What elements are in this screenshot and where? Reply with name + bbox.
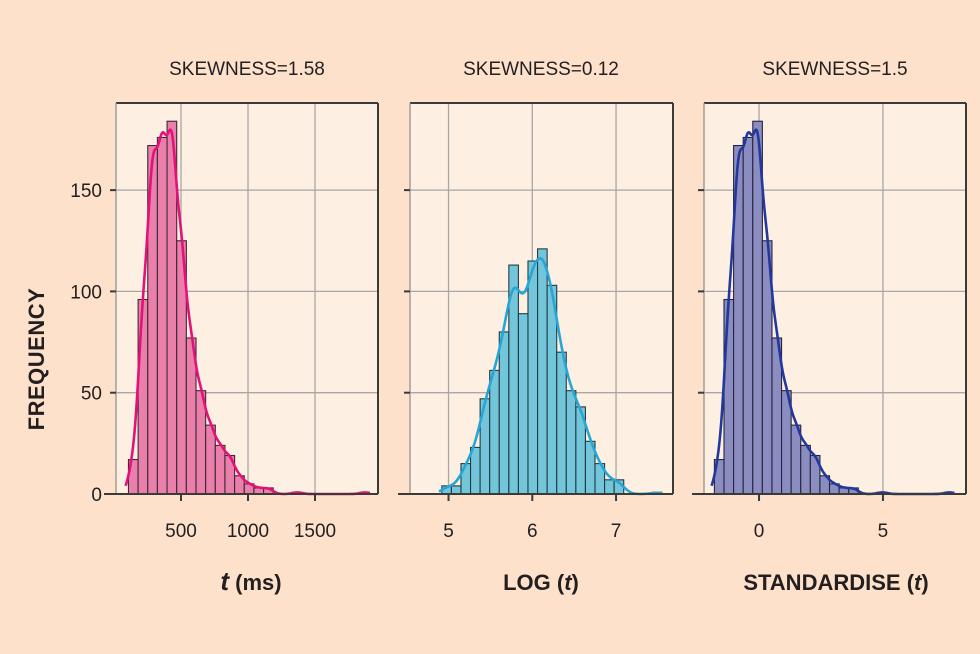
y-tick-label: 150 — [70, 181, 102, 202]
histogram-bar — [527, 260, 539, 495]
panel-title-log: SKEWNESS=0.12 — [463, 59, 619, 80]
x-axis-label-standardised-italic: t — [914, 570, 923, 595]
histogram-bar — [137, 298, 149, 495]
histogram-bar — [450, 485, 462, 495]
panel-raw: 0 50 100 150 500 1000 1500 SKEWNESS=1.58 — [70, 59, 379, 542]
histogram-bar — [742, 136, 754, 495]
x-axis-label-standardised-rest: ) — [921, 570, 928, 595]
panel-log: 5 6 7 SKEWNESS=0.12 — [398, 59, 674, 542]
histogram-bar — [556, 351, 567, 495]
histogram-bar — [723, 298, 735, 495]
x-axis-label-raw-rest: (ms) — [229, 570, 282, 595]
x-tick-label: 6 — [527, 521, 538, 542]
x-tick-label: 500 — [165, 521, 197, 542]
histogram-bar — [214, 444, 226, 495]
x-axis-label-log-italic: t — [564, 570, 573, 595]
x-axis-label-standardised-prefix: STANDARDISE ( — [743, 570, 914, 595]
x-axis-label-standardised: STANDARDISE (t) — [743, 570, 928, 595]
histogram-bar — [604, 479, 615, 495]
panel-title-raw: SKEWNESS=1.58 — [169, 59, 325, 80]
x-axis-label-log: LOG (t) — [503, 570, 579, 595]
histogram-bar — [469, 446, 481, 495]
y-tick-label: 50 — [81, 384, 102, 405]
histogram-bar — [800, 444, 811, 495]
histogram-bar — [565, 390, 577, 495]
x-tick-label: 7 — [611, 521, 622, 542]
histogram-bar — [156, 136, 168, 495]
x-tick-label: 1000 — [227, 521, 269, 542]
panel-title-standardised: SKEWNESS=1.5 — [762, 59, 907, 80]
x-axis-label-log-rest: ) — [572, 570, 579, 595]
kde-curve-log — [438, 257, 663, 496]
x-axis-label-log-prefix: LOG ( — [503, 570, 565, 595]
x-tick-label: 0 — [754, 521, 765, 542]
x-tick-label: 5 — [443, 521, 454, 542]
x-axis-label-raw-italic: t — [220, 566, 230, 596]
histogram-bar — [460, 463, 472, 495]
panel-standardised: 0 5 SKEWNESS=1.5 — [692, 59, 967, 542]
x-tick-label: 1500 — [294, 521, 336, 542]
y-axis-label: FREQUENCY — [24, 288, 49, 431]
x-tick-label: 5 — [878, 521, 889, 542]
histogram-bar — [517, 313, 529, 495]
y-tick-label: 0 — [91, 485, 102, 506]
y-tick-label: 100 — [70, 282, 102, 303]
histogram-bar — [489, 369, 500, 495]
x-axis-label-raw: t (ms) — [220, 566, 281, 596]
histogram-bar — [537, 248, 548, 495]
histogram-bar — [498, 331, 510, 495]
